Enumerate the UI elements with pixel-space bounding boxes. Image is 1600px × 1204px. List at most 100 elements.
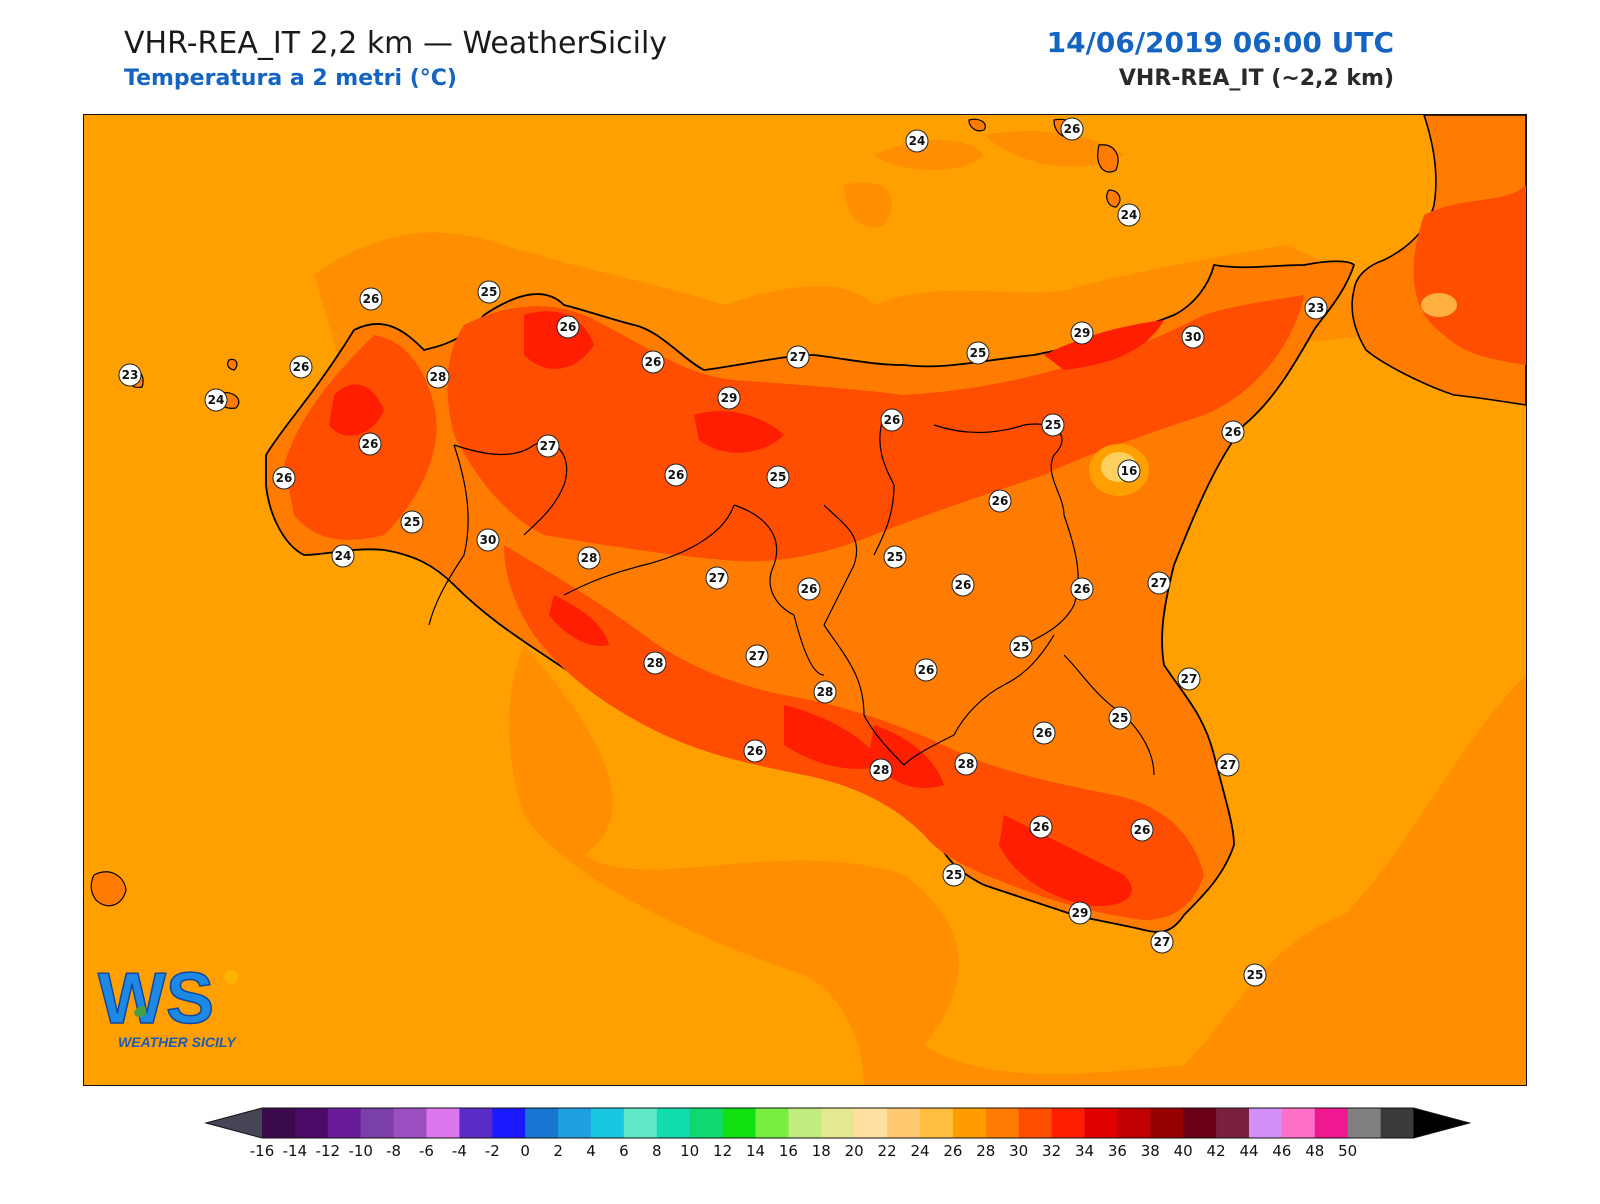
colorbar-tick-label: -10 — [348, 1142, 373, 1160]
station-marker-circle — [869, 758, 893, 782]
colorbar-swatch — [689, 1108, 724, 1138]
colorbar-swatch — [591, 1108, 625, 1138]
station-marker: 26 — [272, 466, 296, 490]
colorbar-over-arrow — [1413, 1108, 1470, 1138]
station-marker: 24 — [204, 388, 228, 412]
station-temperature-label: 26 — [1036, 726, 1053, 740]
station-temperature-label: 28 — [873, 763, 890, 777]
station-marker-circle — [717, 386, 741, 410]
station-marker: 27 — [786, 345, 810, 369]
colorbar-tick-label: 42 — [1207, 1142, 1226, 1160]
colorbar-swatch — [1249, 1108, 1283, 1138]
colorbar-tick-label: 38 — [1141, 1142, 1160, 1160]
station-marker-circle — [1009, 635, 1033, 659]
station-temperature-label: 28 — [430, 370, 447, 384]
colorbar-swatch — [1084, 1108, 1118, 1138]
station-temperature-label: 26 — [363, 292, 380, 306]
station-marker-circle — [331, 544, 355, 568]
station-marker-circle — [359, 287, 383, 311]
station-marker: 26 — [641, 350, 665, 374]
station-temperature-label: 27 — [790, 350, 807, 364]
station-temperature-label: 24 — [208, 393, 225, 407]
station-marker: 26 — [289, 355, 313, 379]
station-temperature-label: 26 — [1064, 122, 1081, 136]
temperature-map: 26 25 26 26 27 29 23 26 28 24 26 27 26 25 26 25 25 24 30 28… — [83, 114, 1527, 1086]
colorbar-tick-label: 22 — [878, 1142, 897, 1160]
station-temperature-label: 16 — [1121, 464, 1138, 478]
station-marker-circle — [1032, 721, 1056, 745]
station-marker-circle — [743, 739, 767, 763]
station-temperature-label: 26 — [645, 355, 662, 369]
station-temperature-label: 27 — [1151, 576, 1168, 590]
station-temperature-label: 27 — [749, 649, 766, 663]
colorbar-swatch — [1281, 1108, 1316, 1138]
station-marker-circle — [786, 345, 810, 369]
station-marker: 28 — [813, 680, 837, 704]
station-temperature-label: 28 — [958, 757, 975, 771]
station-marker-circle — [1029, 815, 1053, 839]
station-marker: 28 — [643, 651, 667, 675]
colorbar-outline — [204, 1107, 1472, 1139]
station-marker: 25 — [883, 545, 907, 569]
colorbar-tick-label: -4 — [452, 1142, 467, 1160]
colorbar-swatch — [525, 1108, 559, 1138]
station-marker-circle — [766, 465, 790, 489]
station-temperature-label: 27 — [540, 439, 557, 453]
colorbar-tick-label: 24 — [910, 1142, 929, 1160]
station-temperature-label: 28 — [581, 551, 598, 565]
station-temperature-label: 29 — [721, 391, 738, 405]
station-markers: 26 25 26 26 27 29 23 26 28 24 26 27 26 25 26 25 25 24 30 28… — [118, 117, 1328, 987]
station-marker: 28 — [869, 758, 893, 782]
colorbar-tick-label: 8 — [652, 1142, 662, 1160]
colorbar-tick-label: 36 — [1108, 1142, 1127, 1160]
station-marker-circle — [426, 365, 450, 389]
station-marker-circle — [914, 658, 938, 682]
station-temperature-label: 26 — [1074, 582, 1091, 596]
station-marker: 25 — [942, 863, 966, 887]
colorbar-swatch — [920, 1108, 954, 1138]
colorbar-tick-label: 4 — [586, 1142, 596, 1160]
colorbar-tick-label: 44 — [1239, 1142, 1258, 1160]
station-marker: 29 — [717, 386, 741, 410]
colorbar-swatch — [294, 1108, 329, 1138]
station-marker: 29 — [1068, 901, 1092, 925]
colorbar-swatch — [755, 1108, 789, 1138]
station-marker: 27 — [705, 566, 729, 590]
station-temperature-label: 28 — [817, 685, 834, 699]
station-temperature-label: 26 — [884, 413, 901, 427]
station-temperature-label: 24 — [335, 549, 352, 563]
colorbar-swatch — [722, 1108, 756, 1138]
station-marker-circle — [745, 644, 769, 668]
sea-plume-stromboli — [844, 131, 1124, 228]
station-marker: 26 — [359, 287, 383, 311]
station-marker: 23 — [1304, 296, 1328, 320]
colorbar-tick-label: 20 — [845, 1142, 864, 1160]
station-marker-circle — [204, 388, 228, 412]
colorbar-tick-label: 2 — [553, 1142, 563, 1160]
station-marker-circle — [883, 545, 907, 569]
station-marker: 28 — [426, 365, 450, 389]
station-marker: 25 — [966, 341, 990, 365]
pantelleria-island — [90, 871, 127, 907]
station-marker: 28 — [954, 752, 978, 776]
station-marker-circle — [1147, 571, 1171, 595]
station-marker: 29 — [1070, 321, 1094, 345]
station-marker: 26 — [1221, 420, 1245, 444]
colorbar-swatch — [262, 1108, 296, 1138]
colorbar-swatch — [1117, 1108, 1151, 1138]
colorbar-swatch — [821, 1108, 855, 1138]
station-marker: 26 — [358, 432, 382, 456]
station-marker-circle — [1108, 706, 1132, 730]
colorbar-tick-label: -12 — [316, 1142, 341, 1160]
station-marker: 16 — [1117, 459, 1141, 483]
station-temperature-label: 26 — [747, 744, 764, 758]
colorbar-swatch — [1314, 1108, 1349, 1138]
logo-sun-icon — [224, 970, 238, 984]
station-marker-circle — [988, 489, 1012, 513]
station-temperature-label: 29 — [1072, 906, 1089, 920]
station-temperature-label: 27 — [1220, 758, 1237, 772]
station-marker-circle — [577, 546, 601, 570]
station-marker-circle — [1068, 901, 1092, 925]
colorbar-tick-label: 16 — [779, 1142, 798, 1160]
station-marker: 25 — [1041, 413, 1065, 437]
